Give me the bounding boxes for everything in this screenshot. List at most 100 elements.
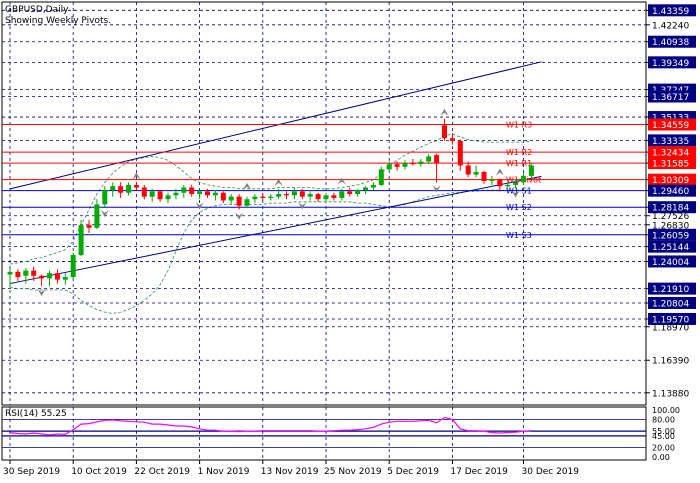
candle-body [402, 162, 408, 167]
price-label: 1.20804 [652, 299, 689, 309]
candle-body [521, 175, 526, 183]
bollinger-lower [9, 189, 532, 314]
rsi-level-label: 80.00 [652, 415, 675, 424]
rsi-level-label: 100.00 [652, 406, 680, 415]
price-label-box [648, 90, 696, 103]
candle-body [347, 191, 353, 195]
price-label-box [648, 282, 696, 295]
price-label: 1.43359 [652, 7, 689, 17]
trend-channel [9, 61, 542, 285]
fractal-down-marker [432, 185, 441, 193]
candle-body [355, 190, 361, 195]
price-label-box [648, 296, 696, 309]
price-label-box [648, 201, 696, 214]
time-label: 30 Dec 2019 [522, 467, 580, 477]
price-label: 1.18970 [652, 323, 689, 333]
price-label: 1.29460 [652, 187, 689, 197]
candle-body [78, 225, 84, 256]
price-label: 1.31585 [652, 160, 689, 170]
fractal-markers [37, 108, 520, 297]
grid [2, 2, 646, 460]
fractal-up-marker [337, 177, 346, 185]
candle-body [323, 195, 329, 200]
time-label: 5 Dec 2019 [387, 467, 439, 477]
candle-body [394, 164, 400, 167]
rsi-label: RSI(14) 55.25 [5, 409, 67, 419]
candle-body [513, 182, 519, 185]
candle-body [252, 196, 258, 200]
price-label-box [648, 240, 696, 253]
rsi-level-label: 45.00 [652, 432, 675, 441]
price-label: 1.34559 [652, 121, 689, 131]
fractal-up-marker [440, 108, 449, 116]
price-label: 1.26830 [652, 221, 689, 231]
candle-body [236, 196, 242, 206]
candle-body [118, 186, 124, 193]
candle-body [473, 171, 479, 175]
candle-body [141, 187, 147, 197]
fractal-down-marker [195, 202, 204, 210]
time-label: 17 Dec 2019 [450, 467, 508, 477]
candle-body [110, 186, 116, 191]
fractal-down-marker [235, 212, 244, 220]
price-label: 1.36717 [652, 93, 689, 103]
price-label-box [648, 312, 696, 325]
candle-body [497, 179, 503, 187]
candle-body [331, 195, 337, 198]
fractal-down-marker [100, 210, 109, 218]
time-label: 1 Nov 2019 [198, 467, 250, 477]
candle-body [181, 187, 187, 193]
candle-body [386, 164, 392, 170]
candle-body [291, 191, 297, 196]
candle-body [157, 191, 163, 200]
rsi-level-label: 0.00 [652, 453, 670, 462]
candle-body [165, 195, 171, 200]
candle-body [410, 162, 416, 165]
price-label: 1.13880 [652, 389, 689, 399]
candle-body [465, 165, 471, 175]
price-axis: 1.433591.422401.409381.393491.372471.367… [646, 4, 696, 399]
time-label: 22 Oct 2019 [134, 467, 190, 477]
candle-body [133, 184, 139, 188]
candle-body [370, 184, 376, 188]
price-label-box [648, 118, 696, 131]
price-label-box [648, 255, 696, 268]
price-label: 1.21910 [652, 285, 689, 295]
rsi-level-label: 55.00 [652, 427, 675, 436]
candle-body [276, 194, 282, 197]
candle-body [299, 191, 305, 197]
price-label-box [648, 173, 696, 186]
time-axis: 30 Sep 2019 10 Oct 2019 22 Oct 2019 1 Nov 2… [3, 460, 579, 477]
rsi-level-label: 20.00 [652, 444, 675, 453]
price-label-box [648, 228, 696, 241]
candle-body [489, 179, 495, 182]
time-label: 25 Nov 2019 [324, 467, 382, 477]
candle-body [102, 190, 108, 205]
price-label: 1.32434 [652, 149, 689, 159]
candle-body [426, 156, 432, 162]
time-label: 30 Sep 2019 [3, 467, 60, 477]
candle-body [189, 187, 195, 195]
rsi-line [9, 416, 532, 436]
candle-body [418, 161, 424, 165]
price-label: 1.27526 [652, 212, 689, 222]
price-label: 1.26059 [652, 231, 689, 241]
price-label: 1.16390 [652, 357, 689, 367]
price-label: 1.39349 [652, 59, 689, 69]
candle-body [31, 270, 37, 276]
candlesticks [7, 118, 534, 288]
candle-body [212, 192, 218, 196]
candle-body [244, 199, 250, 206]
fractal-down-marker [511, 190, 520, 198]
fractal-up-marker [243, 182, 251, 190]
candle-body [307, 194, 313, 197]
candle-body [47, 273, 52, 279]
price-label-box [648, 157, 696, 170]
fractal-down-marker [37, 289, 46, 297]
candle-body [23, 270, 29, 276]
pivot-label: W1 S3 [506, 231, 532, 240]
price-label: 1.28184 [652, 204, 689, 214]
